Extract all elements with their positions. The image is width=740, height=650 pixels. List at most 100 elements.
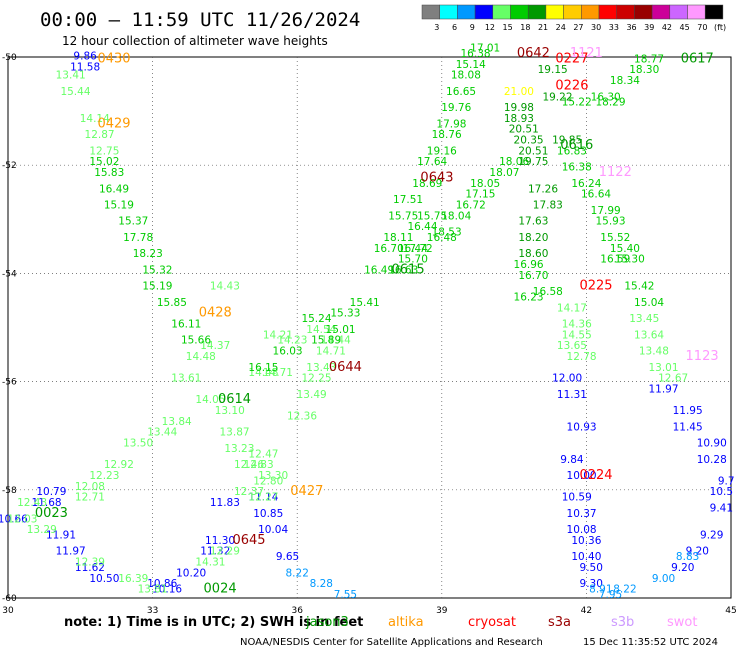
y-tick-label: -56 bbox=[2, 378, 17, 388]
satellite-legend-s3a: s3a bbox=[548, 615, 571, 630]
wave-height-value: 15.24 bbox=[301, 313, 331, 325]
y-tick-label: -50 bbox=[2, 53, 17, 63]
colorbar-swatch bbox=[634, 4, 653, 20]
wave-height-value: 13.84 bbox=[162, 416, 192, 428]
pass-time-label: 1121 bbox=[570, 46, 603, 61]
wave-height-value: 20.51 bbox=[518, 145, 548, 157]
colorbar-tick-label: (ft) bbox=[714, 23, 726, 32]
wave-height-value: 12.71 bbox=[75, 492, 105, 504]
pass-time-label: 0645 bbox=[232, 533, 265, 548]
wave-height-value: 18.29 bbox=[595, 97, 625, 109]
wave-height-value: 10.16 bbox=[152, 584, 182, 596]
wave-height-value: 12.08 bbox=[75, 481, 105, 493]
colorbar-tick-label: 15 bbox=[503, 23, 513, 32]
x-tick-label: 36 bbox=[291, 606, 303, 616]
wave-height-value: 16.44 bbox=[398, 243, 428, 255]
wave-height-value: 10.08 bbox=[567, 524, 597, 536]
pass-time-label: 0429 bbox=[97, 116, 130, 131]
colorbar-tick-label: 39 bbox=[644, 23, 654, 32]
wave-height-value: 18.04 bbox=[441, 210, 471, 222]
colorbar-swatch bbox=[545, 4, 564, 20]
wave-height-value: 10.90 bbox=[697, 438, 727, 450]
x-tick-label: 42 bbox=[581, 606, 592, 616]
wave-height-value: 14.36 bbox=[562, 319, 592, 331]
wave-height-value: 12.27 bbox=[248, 492, 278, 504]
wave-height-value: 13.61 bbox=[171, 373, 201, 385]
pass-time-label: 0644 bbox=[329, 360, 362, 375]
y-tick-label: -60 bbox=[2, 594, 17, 604]
wave-height-value: 12.78 bbox=[567, 351, 597, 363]
wave-height-value: 14.05 bbox=[195, 394, 225, 406]
wave-height-value: 15.30 bbox=[615, 254, 645, 266]
wave-height-value: 19.15 bbox=[538, 64, 568, 76]
pass-time-label: 0225 bbox=[579, 279, 612, 294]
wave-height-value: 13.44 bbox=[147, 427, 177, 439]
wave-height-value: 15.66 bbox=[181, 335, 211, 347]
pass-time-label: 0023 bbox=[35, 506, 68, 521]
wave-height-value: 18.07 bbox=[489, 167, 519, 179]
colorbar-swatch bbox=[563, 4, 582, 20]
colorbar-swatch bbox=[581, 4, 600, 20]
wave-height-value: 12.83 bbox=[244, 459, 274, 471]
colorbar-tick-label: 30 bbox=[591, 23, 601, 32]
wave-height-value: 16.30 bbox=[591, 91, 621, 103]
wave-height-value: 15.02 bbox=[89, 156, 119, 168]
wave-height-value: 9.41 bbox=[710, 502, 733, 514]
wave-height-value: 13.64 bbox=[634, 329, 664, 341]
satellite-legend-altika: altika bbox=[388, 615, 424, 630]
wave-height-value: 7.55 bbox=[334, 589, 357, 601]
colorbar-tick-label: 42 bbox=[662, 23, 672, 32]
colorbar-swatch bbox=[421, 4, 440, 20]
pass-time-label: 0428 bbox=[199, 306, 232, 321]
wave-height-value: 13.50 bbox=[123, 438, 153, 450]
wave-height-value: 9.20 bbox=[686, 546, 709, 558]
wave-height-value: 12.92 bbox=[104, 459, 134, 471]
colorbar-tick-label: 9 bbox=[470, 23, 475, 32]
wave-height-value: 13.81 bbox=[138, 584, 168, 596]
chart-subtitle: 12 hour collection of altimeter wave hei… bbox=[62, 34, 328, 48]
wave-height-value: 8.22 bbox=[613, 584, 636, 596]
wave-height-value: 14.43 bbox=[210, 281, 240, 293]
wave-height-value: 8.22 bbox=[286, 567, 309, 579]
wave-height-value: 14.44 bbox=[321, 335, 351, 347]
wave-height-value: 11.14 bbox=[248, 492, 278, 504]
chart-title: 00:00 – 11:59 UTC 11/26/2024 bbox=[40, 9, 360, 31]
wave-height-value: 11.91 bbox=[46, 529, 76, 541]
wave-height-value: 17.72 bbox=[403, 243, 433, 255]
colorbar-swatch bbox=[510, 4, 529, 20]
wave-height-value: 16.49 bbox=[99, 183, 129, 195]
wave-height-value: 18.30 bbox=[629, 64, 659, 76]
wave-height-value: 12.67 bbox=[658, 373, 688, 385]
wave-height-value: 10.04 bbox=[258, 524, 288, 536]
wave-height-value: 10.85 bbox=[253, 508, 283, 520]
wave-height-value: 11.31 bbox=[557, 389, 587, 401]
wave-height-value: 11.68 bbox=[32, 497, 62, 509]
wave-height-value: 10.93 bbox=[567, 421, 597, 433]
wave-height-value: 11.62 bbox=[75, 562, 105, 574]
wave-height-value: 11.97 bbox=[648, 383, 678, 395]
wave-height-value: 14.23 bbox=[277, 335, 307, 347]
wave-height-value: 13.48 bbox=[639, 346, 669, 358]
wave-height-value: 11.97 bbox=[56, 546, 86, 558]
wave-height-value: 9.20 bbox=[671, 562, 694, 574]
wave-height-value: 14.31 bbox=[195, 557, 225, 569]
wave-height-value: 15.44 bbox=[60, 86, 90, 98]
wave-height-value: 15.41 bbox=[350, 297, 380, 309]
wave-height-value: 13.49 bbox=[297, 389, 327, 401]
wave-height-value: 17.83 bbox=[533, 199, 563, 211]
wave-height-value: 10.86 bbox=[147, 578, 177, 590]
wave-height-value: 18.05 bbox=[470, 178, 500, 190]
wave-height-value: 16.70 bbox=[518, 270, 548, 282]
colorbar-swatch bbox=[598, 4, 617, 20]
wave-height-value: 16.38 bbox=[461, 48, 491, 60]
wave-height-value: 17.64 bbox=[417, 156, 447, 168]
wave-height-value: 17.98 bbox=[436, 118, 466, 130]
pass-time-label: 0615 bbox=[392, 262, 425, 277]
wave-height-value: 16.83 bbox=[557, 145, 587, 157]
x-tick-label: 33 bbox=[147, 606, 158, 616]
wave-height-value: 17.78 bbox=[123, 232, 153, 244]
wave-height-value: 21.00 bbox=[504, 86, 534, 98]
satellite-legend-cryosat: cryosat bbox=[468, 615, 516, 630]
wave-height-value: 8.28 bbox=[310, 578, 333, 590]
